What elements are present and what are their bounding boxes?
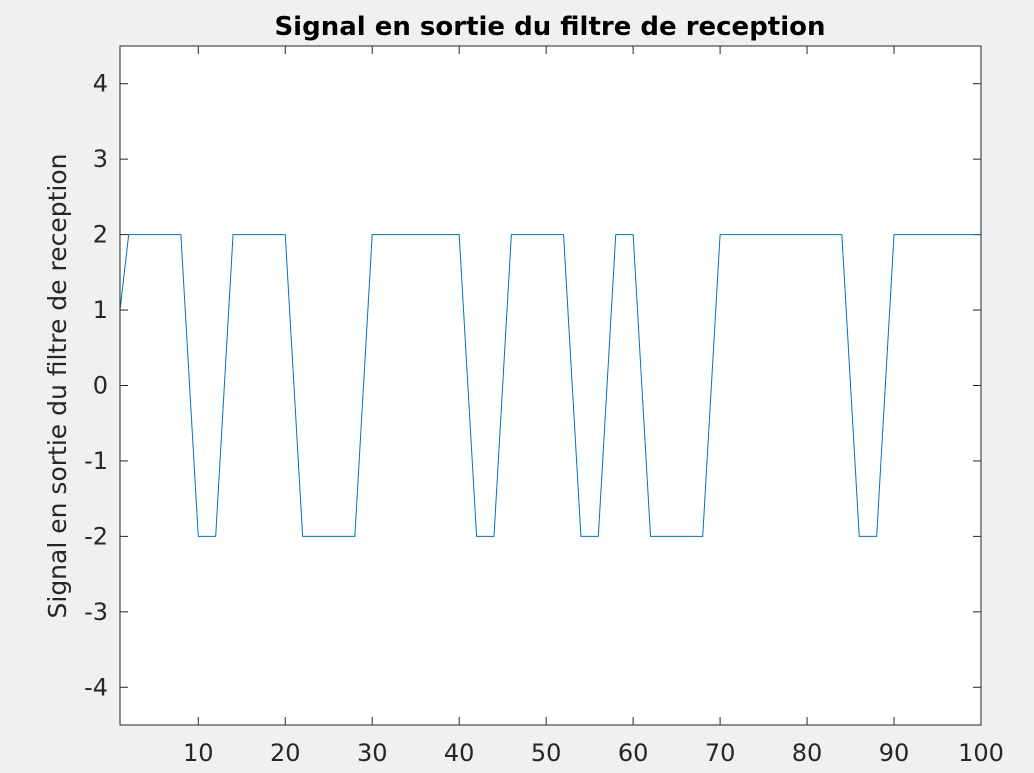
x-tick-label: 70	[705, 739, 736, 767]
axes-frame	[119, 45, 982, 726]
y-tick-label: 0	[93, 372, 108, 400]
x-tick-label: 20	[270, 739, 301, 767]
y-tick-label: -3	[84, 598, 108, 626]
x-tick-label: 90	[879, 739, 910, 767]
y-tick-label: 3	[93, 145, 108, 173]
y-tick-label: 4	[93, 70, 108, 98]
plot-area	[119, 234, 981, 537]
axes-area	[120, 46, 981, 725]
x-tick-label: 50	[531, 739, 562, 767]
x-tick-label: 60	[618, 739, 649, 767]
x-tick-label: 80	[792, 739, 823, 767]
y-axis-label: Signal en sortie du filtre de reception	[43, 154, 72, 619]
y-tick-label: -1	[84, 447, 108, 475]
y-tick-label: -4	[84, 673, 108, 701]
y-tick-label: 2	[93, 221, 108, 249]
x-tick-label: 100	[958, 739, 1004, 767]
x-tick-label: 10	[183, 739, 214, 767]
x-tick-label: 30	[357, 739, 388, 767]
chart-title: Signal en sortie du filtre de reception	[274, 12, 825, 42]
y-tick-label: 1	[93, 296, 108, 324]
y-tick-label: -2	[84, 522, 108, 550]
x-tick-label: 40	[444, 739, 475, 767]
series-line	[119, 234, 981, 537]
